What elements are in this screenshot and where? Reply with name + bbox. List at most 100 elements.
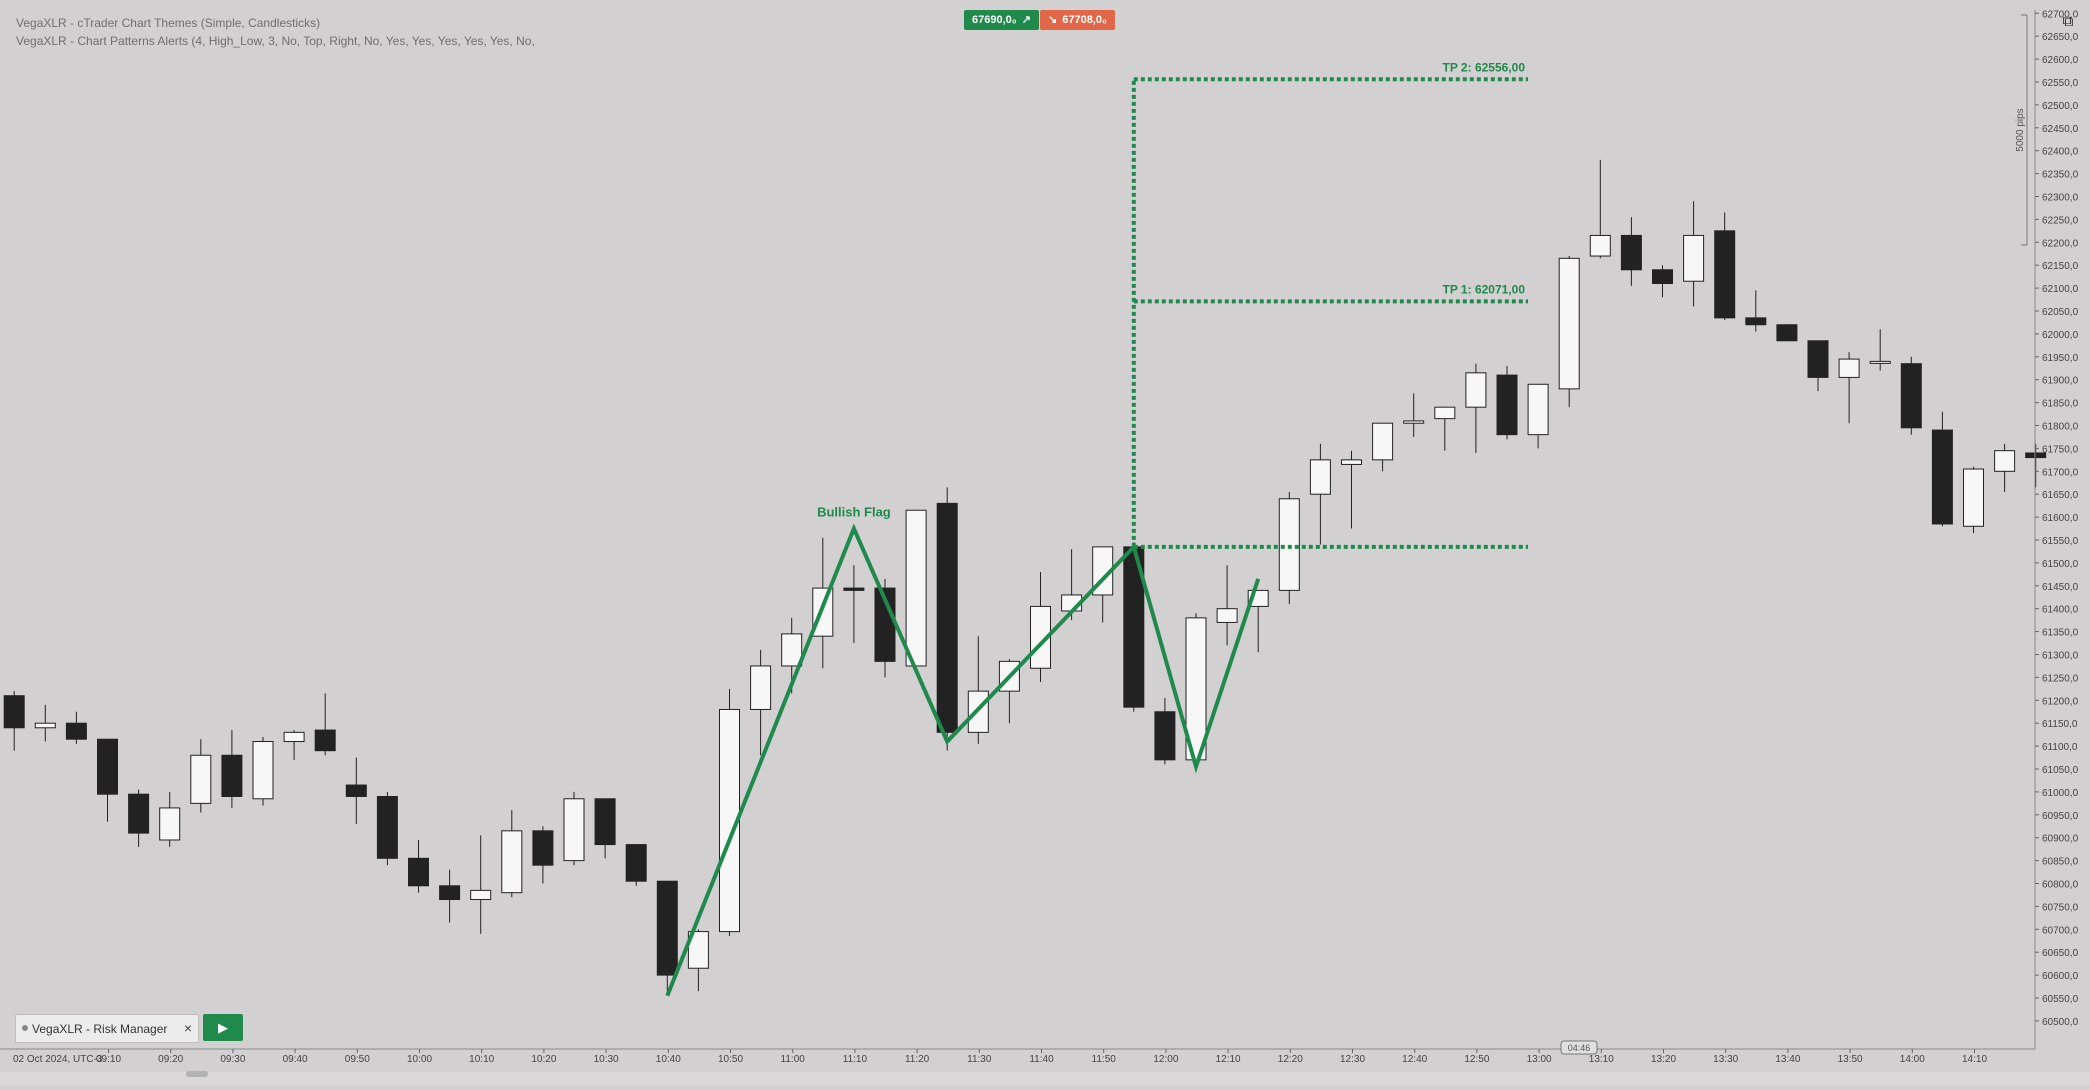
candle[interactable] (314, 693, 336, 756)
x-tick-label: 12:10 (1216, 1054, 1241, 1065)
candle-body (781, 633, 803, 667)
candle[interactable] (656, 880, 678, 994)
candle[interactable] (439, 869, 461, 923)
y-tick-label: 62100,0 (2042, 284, 2079, 295)
candle[interactable] (97, 738, 118, 822)
sell-price-button[interactable]: ↘ 67708,0₀ (1040, 10, 1115, 30)
candle-body (190, 754, 212, 804)
y-tick-label: 60850,0 (2042, 857, 2079, 868)
candle[interactable] (252, 736, 274, 806)
y-tick-label: 60800,0 (2042, 880, 2079, 891)
candle[interactable] (1465, 363, 1487, 453)
candle[interactable] (1558, 256, 1580, 408)
candle-body (34, 722, 56, 729)
x-tick-label: 11:00 (781, 1054, 806, 1065)
arrow-up-right-icon: ↗ (1021, 14, 1031, 26)
risk-manager-label: VegaXLR - Risk Manager (32, 1022, 168, 1036)
x-tick-label: 14:10 (1962, 1054, 1987, 1065)
candle[interactable] (905, 509, 927, 673)
candle[interactable] (65, 711, 87, 744)
candle[interactable] (1652, 265, 1673, 298)
scrollbar-thumb[interactable] (186, 1071, 208, 1077)
candle[interactable] (719, 688, 740, 937)
candle[interactable] (1341, 450, 1362, 529)
y-tick-label: 61950,0 (2042, 353, 2079, 364)
candle[interactable] (1372, 422, 1394, 472)
candle-body (1745, 317, 1767, 326)
candle[interactable] (34, 704, 56, 742)
candle[interactable] (625, 844, 647, 886)
candle[interactable] (532, 826, 554, 884)
risk-manager-panel[interactable]: VegaXLR - Risk Manager × (15, 1014, 199, 1043)
play-icon[interactable]: ▶ (203, 1014, 243, 1041)
y-tick-label: 61100,0 (2042, 742, 2078, 753)
candle[interactable] (3, 691, 25, 751)
candle[interactable] (1309, 443, 1331, 545)
candle[interactable] (190, 739, 212, 813)
candle[interactable] (1434, 406, 1456, 451)
x-tick-label: 14:00 (1900, 1054, 1925, 1065)
candle[interactable] (936, 487, 958, 751)
candle[interactable] (1030, 572, 1051, 682)
candle[interactable] (1838, 352, 1860, 424)
candle[interactable] (1620, 217, 1642, 286)
candle-body (345, 784, 367, 797)
candle[interactable] (594, 798, 616, 859)
candle[interactable] (2025, 443, 2047, 488)
horizontal-scrollbar[interactable] (0, 1072, 2090, 1085)
candle[interactable] (1931, 411, 1953, 527)
candle[interactable] (1714, 212, 1736, 321)
candle[interactable] (1963, 466, 1984, 534)
buy-price-button[interactable]: 67690,0₀ ↗ (964, 10, 1039, 30)
y-tick-label: 62200,0 (2042, 238, 2079, 249)
y-tick-label: 62150,0 (2042, 261, 2079, 272)
candle[interactable] (1869, 329, 1891, 371)
candle[interactable] (1403, 393, 1425, 437)
x-tick-label: 13:10 (1589, 1054, 1614, 1065)
y-tick-label: 60700,0 (2042, 925, 2079, 936)
candle[interactable] (1807, 340, 1829, 392)
candle[interactable] (1776, 324, 1798, 342)
close-icon[interactable]: × (183, 1020, 192, 1036)
candle[interactable] (408, 839, 429, 893)
candle[interactable] (501, 810, 523, 898)
candle[interactable] (563, 791, 585, 866)
candle[interactable] (1527, 383, 1549, 449)
candle[interactable] (1589, 159, 1611, 259)
candle[interactable] (1154, 698, 1176, 765)
candle[interactable] (159, 791, 181, 847)
candle[interactable] (221, 730, 243, 808)
candle-body (1931, 429, 1953, 525)
candle-body (594, 798, 616, 846)
x-tick-label: 13:50 (1838, 1054, 1863, 1065)
candle[interactable] (376, 791, 398, 866)
candle[interactable] (345, 757, 367, 824)
candle[interactable] (1185, 613, 1207, 765)
pattern-name-label: Bullish Flag (817, 505, 891, 520)
candle[interactable] (687, 929, 709, 992)
candle[interactable] (1745, 290, 1767, 332)
candle-body (1216, 608, 1238, 623)
candle[interactable] (1683, 201, 1705, 307)
candle[interactable] (1994, 443, 2016, 492)
x-tick-label: 09:10 (96, 1054, 121, 1065)
candle-body (1465, 372, 1487, 408)
candle[interactable] (1216, 565, 1238, 646)
x-tick-label: 12:40 (1402, 1054, 1427, 1065)
candle[interactable] (1123, 542, 1145, 712)
candle[interactable] (843, 565, 865, 644)
candle[interactable] (128, 789, 150, 847)
y-tick-label: 61650,0 (2042, 490, 2079, 501)
candle[interactable] (1278, 491, 1300, 605)
candle-body (221, 754, 243, 797)
x-tick-label: 09:40 (283, 1054, 308, 1065)
candle[interactable] (1900, 356, 1922, 435)
candle-body (439, 885, 461, 901)
y-tick-label: 62000,0 (2042, 330, 2079, 341)
candle[interactable] (470, 835, 492, 934)
popout-icon[interactable]: ⧉ (2062, 13, 2074, 30)
candle[interactable] (1496, 365, 1518, 440)
candle[interactable] (283, 730, 305, 760)
candle[interactable] (750, 649, 772, 756)
